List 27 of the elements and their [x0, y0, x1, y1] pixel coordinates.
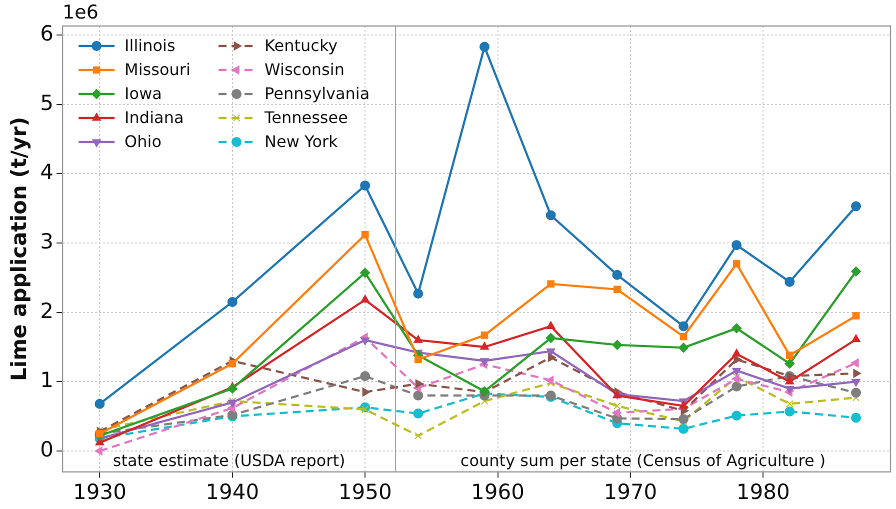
legend-label: Ohio: [124, 132, 162, 152]
legend-label: Missouri: [124, 60, 190, 80]
x-tick-label: 1980: [736, 480, 790, 504]
y-tick-label: 5: [40, 90, 54, 115]
y-tick-label: 3: [40, 229, 54, 254]
x-tick-label: 1970: [604, 480, 658, 504]
text: 1e6: [62, 1, 98, 24]
legend-label: Illinois: [124, 36, 176, 56]
y-tick-label: 0: [40, 437, 54, 462]
annotation: state estimate (USDA report): [112, 450, 346, 470]
x-tick-label: 1940: [206, 480, 260, 504]
legend-label: Kentucky: [264, 36, 338, 56]
legend-label: Indiana: [124, 108, 184, 128]
y-tick-label: 4: [40, 160, 54, 184]
legend-label: Pennsylvania: [264, 84, 370, 104]
legend-label: New York: [264, 132, 339, 152]
legend-label: Wisconsin: [264, 60, 344, 80]
y-tick-label: 2: [40, 298, 54, 323]
x-tick-label: 1950: [338, 480, 392, 504]
y-tick-label: 1: [40, 368, 54, 392]
annotation: county sum per state (Census of Agriculture ): [460, 450, 826, 470]
y-tick-label: 6: [40, 21, 54, 46]
x-tick-label: 1930: [72, 480, 126, 504]
x-tick-label: 1960: [471, 480, 524, 504]
y-axis-title: Lime application (t/yr): [7, 116, 32, 381]
legend-label: Iowa: [124, 84, 162, 104]
legend-label: Tennessee: [264, 108, 348, 128]
